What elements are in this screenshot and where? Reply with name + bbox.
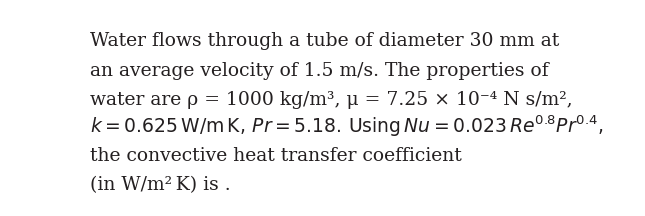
Text: Water flows through a tube of diameter 30 mm at: Water flows through a tube of diameter 3… xyxy=(90,32,559,50)
Text: water are ρ = 1000 kg/m³, μ = 7.25 × 10⁻⁴ N s/m²,: water are ρ = 1000 kg/m³, μ = 7.25 × 10⁻… xyxy=(90,91,572,109)
Text: the convective heat transfer coefficient: the convective heat transfer coefficient xyxy=(90,148,461,165)
Text: (in W/m² K) is .: (in W/m² K) is . xyxy=(90,176,230,195)
Text: $k\mathdefault{=0.625\,W/m\,K,\,}Pr\mathdefault{=5.18.\,Using\,}Nu\mathdefault{=: $k\mathdefault{=0.625\,W/m\,K,\,}Pr\math… xyxy=(90,114,603,139)
Text: an average velocity of 1.5 m/s. The properties of: an average velocity of 1.5 m/s. The prop… xyxy=(90,62,548,80)
